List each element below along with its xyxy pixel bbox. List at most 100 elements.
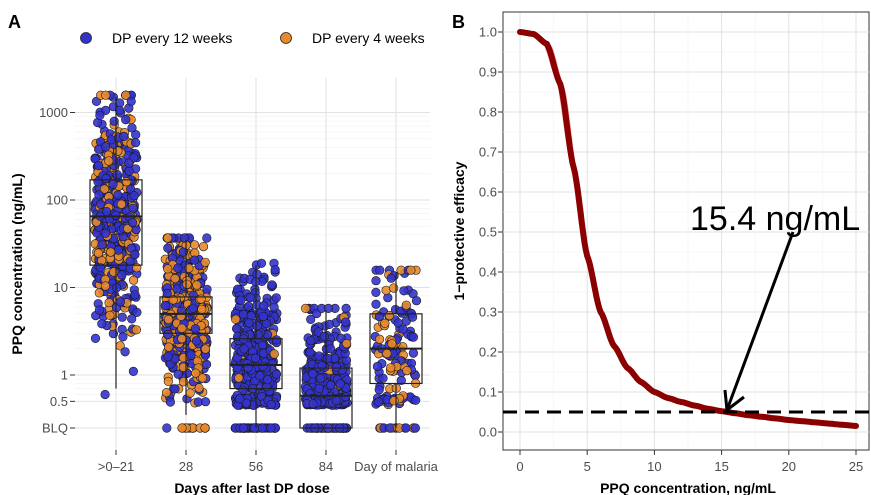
- data-point-12-weeks: [305, 347, 315, 357]
- data-point-12-weeks: [173, 369, 183, 379]
- data-point-12-weeks: [408, 332, 419, 342]
- data-point-4-weeks: [185, 388, 195, 398]
- data-point-12-weeks: [244, 318, 254, 328]
- panel-a-y-axis-label: PPQ concentration (ng/mL): [9, 173, 25, 354]
- data-point-4-weeks: [197, 304, 207, 314]
- data-point-4-weeks: [170, 274, 180, 284]
- data-point-12-weeks: [126, 96, 136, 106]
- data-point-12-weeks: [163, 330, 173, 340]
- data-point-12-weeks: [121, 114, 131, 125]
- data-point-12-weeks: [236, 295, 246, 305]
- data-point-12-weeks: [191, 336, 201, 346]
- data-point-4-weeks: [301, 303, 311, 314]
- x-tick-label: 20: [782, 459, 796, 474]
- data-point-12-weeks: [127, 218, 138, 228]
- data-point-12-weeks: [252, 269, 262, 279]
- panel-b-x-ticks: 0 5 10 15 20 25: [516, 450, 863, 474]
- box: [159, 296, 213, 334]
- data-point-12-weeks: [94, 305, 104, 315]
- data-point-4-weeks: [116, 199, 126, 209]
- data-point-4-weeks: [402, 366, 412, 376]
- data-point-12-weeks: [250, 353, 261, 363]
- data-point-4-weeks: [387, 339, 397, 349]
- panel-a-x-axis-label: Days after last DP dose: [174, 480, 330, 495]
- data-point-4-weeks: [200, 257, 210, 267]
- data-point-12-weeks: [100, 228, 111, 238]
- panel-b-frame: [502, 11, 870, 451]
- data-point-12-weeks: [188, 303, 198, 313]
- data-point-12-weeks: [132, 307, 142, 318]
- data-point-12-weeks: [331, 396, 341, 406]
- data-point-4-weeks: [182, 279, 192, 289]
- data-point-12-weeks: [271, 293, 281, 303]
- y-tick-label: 1000: [39, 105, 68, 120]
- data-point-12-weeks: [119, 131, 129, 141]
- data-point-12-weeks: [371, 287, 381, 298]
- data-point-12-weeks: [113, 245, 123, 255]
- x-tick-label: 28: [179, 459, 193, 474]
- annotation-arrow: [725, 231, 795, 411]
- data-point-12-weeks: [111, 210, 121, 220]
- legend-marker-12-weeks: [80, 32, 92, 44]
- data-point-12-weeks: [100, 142, 111, 152]
- data-point-4-weeks: [104, 298, 114, 308]
- data-point-12-weeks: [408, 348, 419, 358]
- data-point-4-weeks: [131, 325, 141, 335]
- y-tick-label: 10: [54, 280, 68, 295]
- data-point-12-weeks: [232, 324, 242, 334]
- x-tick-label: 5: [584, 459, 591, 474]
- y-tick-label: 0.6: [479, 185, 497, 200]
- data-point-12-weeks: [375, 265, 385, 275]
- panel-b-label: B: [452, 12, 465, 32]
- x-tick-label: 56: [249, 459, 263, 474]
- data-point-4-weeks: [161, 388, 172, 398]
- data-point-4-weeks: [389, 396, 399, 406]
- data-point-12-weeks: [336, 333, 346, 343]
- data-point-12-weeks: [386, 273, 396, 283]
- data-point-12-weeks: [131, 138, 141, 148]
- data-point-12-weeks: [130, 290, 140, 300]
- data-point-12-weeks: [371, 299, 381, 309]
- y-tick-label: 0.4: [479, 265, 497, 280]
- data-point-12-weeks: [316, 373, 326, 383]
- data-point-4-weeks: [164, 342, 174, 352]
- data-point-4-weeks: [384, 311, 395, 321]
- data-point-4-weeks: [123, 224, 133, 234]
- data-point-4-weeks: [200, 344, 211, 354]
- data-point-4-weeks: [231, 314, 241, 324]
- data-point-12-weeks: [112, 170, 122, 180]
- data-point-4-weeks: [198, 242, 209, 252]
- data-point-12-weeks: [118, 332, 128, 342]
- data-point-12-weeks: [129, 191, 139, 201]
- data-point-4-weeks: [375, 334, 385, 344]
- data-point-12-weeks: [124, 166, 134, 176]
- y-tick-label: 0.0: [479, 425, 497, 440]
- panel-b-y-ticks: 0.0 0.1 0.2 0.3 0.4 0.5 0.6 0.7 0.8 0.9 1.0: [479, 25, 503, 440]
- data-point-12-weeks: [266, 423, 276, 433]
- data-point-4-weeks: [177, 334, 187, 344]
- data-point-12-weeks: [114, 105, 125, 115]
- data-point-4-weeks: [406, 265, 416, 275]
- data-point-12-weeks: [162, 423, 172, 433]
- data-point-12-weeks: [341, 392, 351, 402]
- y-tick-label: 0.3: [479, 305, 497, 320]
- data-point-12-weeks: [306, 314, 316, 325]
- data-point-12-weeks: [128, 366, 138, 377]
- data-point-4-weeks: [163, 264, 173, 274]
- data-point-12-weeks: [319, 331, 329, 342]
- data-point-12-weeks: [120, 347, 130, 357]
- data-point-12-weeks: [306, 336, 316, 346]
- y-tick-label: 0.7: [479, 145, 497, 160]
- x-tick-label: Day of malaria: [354, 459, 439, 474]
- data-point-12-weeks: [186, 350, 196, 360]
- data-point-12-weeks: [239, 344, 249, 354]
- data-point-12-weeks: [401, 423, 411, 433]
- legend-label-12-weeks: DP every 12 weeks: [112, 30, 232, 46]
- panel-a: BLQ 0.5 1 10 100 1000 >0–21 28 56 84 Day of malar…: [8, 12, 439, 495]
- panel-a-label: A: [8, 12, 21, 32]
- x-tick-label: >0–21: [98, 459, 135, 474]
- annotation-arrowhead: [723, 389, 745, 413]
- data-point-4-weeks: [200, 423, 210, 433]
- data-point-12-weeks: [235, 394, 245, 404]
